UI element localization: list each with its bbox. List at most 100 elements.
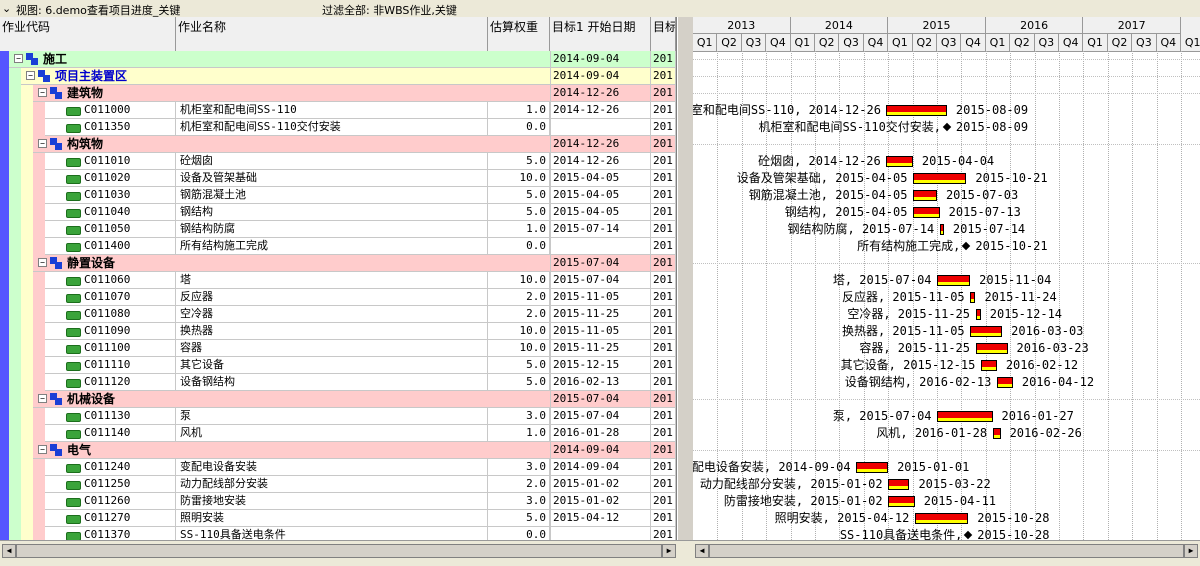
filter-label[interactable]: 过滤全部: 非WBS作业,关键 <box>322 4 457 17</box>
collapse-toggle-icon[interactable]: − <box>14 54 23 63</box>
gantt-scroll-left-button[interactable]: ◀ <box>695 544 709 558</box>
milestone-diamond-icon[interactable] <box>962 241 971 251</box>
quarter-header: Q4 <box>1059 34 1084 51</box>
activity-bar[interactable] <box>937 411 993 422</box>
activity-bar[interactable] <box>970 292 976 303</box>
table-row[interactable]: C011140 风机 1.0 2016-01-28 201 <box>0 425 676 442</box>
activity-bar[interactable] <box>970 326 1003 337</box>
table-row[interactable]: C011110 其它设备 5.0 2015-12-15 201 <box>0 357 676 374</box>
milestone-diamond-icon[interactable] <box>942 122 952 132</box>
table-horizontal-scrollbar[interactable] <box>16 544 662 558</box>
wbs-row[interactable]: − 项目主装置区 2014-09-04 201 <box>0 68 676 85</box>
table-row[interactable]: C011370 SS-110具备送电条件 0.0 201 <box>0 527 676 540</box>
wbs-row[interactable]: − 电气 2014-09-04 201 <box>0 442 676 459</box>
activity-icon <box>66 294 81 303</box>
table-row[interactable]: C011020 设备及管架基础 10.0 2015-04-05 201 <box>0 170 676 187</box>
table-row[interactable]: C011270 照明安装 5.0 2015-04-12 201 <box>0 510 676 527</box>
table-row[interactable]: C011350 机柜室和配电间SS-110交付安装 0.0 201 <box>0 119 676 136</box>
activity-bar[interactable] <box>975 343 1008 354</box>
table-row[interactable]: C011240 变配电设备安装 3.0 2014-09-04 201 <box>0 459 676 476</box>
activity-bar[interactable] <box>886 156 913 167</box>
wbs-row[interactable]: − 施工 2014-09-04 201 <box>0 51 676 68</box>
activity-code: C011010 <box>84 153 176 169</box>
column-header-target[interactable]: 目标 <box>651 17 676 51</box>
table-row[interactable]: C011130 泵 3.0 2015-07-04 201 <box>0 408 676 425</box>
activity-bar[interactable] <box>888 496 915 507</box>
collapse-toggle-icon[interactable]: − <box>38 394 47 403</box>
bar-start-label: 钢结构防腐, 2015-07-14 <box>787 222 935 236</box>
indent-band <box>33 289 45 306</box>
bar-critical-fill <box>887 157 912 163</box>
activity-bar[interactable] <box>915 513 969 524</box>
table-row[interactable]: C011050 钢结构防腐 1.0 2015-07-14 201 <box>0 221 676 238</box>
wbs-row[interactable]: − 建筑物 2014-12-26 201 <box>0 85 676 102</box>
wbs-separator <box>693 263 1200 264</box>
indent-band <box>33 493 45 510</box>
table-row[interactable]: C011040 钢结构 5.0 2015-04-05 201 <box>0 204 676 221</box>
activity-bar[interactable] <box>975 309 981 320</box>
indent-band <box>9 476 21 493</box>
scroll-right-button[interactable]: ▶ <box>662 544 676 558</box>
activity-icon <box>66 464 81 473</box>
table-row[interactable]: C011100 容器 10.0 2015-11-25 201 <box>0 340 676 357</box>
column-header-code[interactable]: 作业代码 <box>0 17 176 51</box>
table-row[interactable]: C011000 机柜室和配电间SS-110 1.0 2014-12-26 201 <box>0 102 676 119</box>
level-strip <box>0 51 9 68</box>
quarter-header: Q4 <box>766 34 791 51</box>
column-header-name[interactable]: 作业名称 <box>176 17 488 51</box>
activity-code: C011050 <box>84 221 176 237</box>
activity-bar[interactable] <box>937 275 971 286</box>
wbs-separator <box>693 144 1200 145</box>
activity-bar[interactable] <box>939 224 944 235</box>
bar-end-label: 2015-07-14 <box>952 222 1026 236</box>
table-row[interactable]: C011080 空冷器 2.0 2015-11-25 201 <box>0 306 676 323</box>
level-strip <box>0 136 9 153</box>
table-row[interactable]: C011060 塔 10.0 2015-07-04 201 <box>0 272 676 289</box>
table-row[interactable]: C011260 防雷接地安装 3.0 2015-01-02 201 <box>0 493 676 510</box>
table-row[interactable]: C011090 换热器 10.0 2015-11-05 201 <box>0 323 676 340</box>
bar-start-label: 配电设备安装, 2014-09-04 <box>693 460 851 474</box>
table-row[interactable]: C011010 砼烟囱 5.0 2014-12-26 201 <box>0 153 676 170</box>
indent-band <box>33 459 45 476</box>
wbs-row[interactable]: − 机械设备 2015-07-04 201 <box>0 391 676 408</box>
collapse-toggle-icon[interactable]: − <box>38 258 47 267</box>
collapse-toggle-icon[interactable]: − <box>38 139 47 148</box>
indent-band <box>33 510 45 527</box>
chevron-down-icon[interactable]: ⌄ <box>2 2 12 15</box>
activity-bar[interactable] <box>913 173 967 184</box>
gantt-scroll-right-button[interactable]: ▶ <box>1184 544 1198 558</box>
wbs-row[interactable]: − 构筑物 2014-12-26 201 <box>0 136 676 153</box>
level-strip <box>0 306 9 323</box>
activity-bar[interactable] <box>913 190 937 201</box>
collapse-toggle-icon[interactable]: − <box>26 71 35 80</box>
level-strip <box>0 255 9 272</box>
activity-code: C011040 <box>84 204 176 220</box>
activity-bar[interactable] <box>992 428 1001 439</box>
bar-critical-fill <box>889 497 914 503</box>
column-header-weight[interactable]: 估算权重 <box>488 17 550 51</box>
indent-band <box>21 272 33 289</box>
activity-weight: 10.0 <box>488 272 550 288</box>
gantt-horizontal-scrollbar[interactable] <box>709 544 1184 558</box>
target-date: 201 <box>651 510 676 526</box>
collapse-toggle-icon[interactable]: − <box>38 88 47 97</box>
activity-bar[interactable] <box>913 207 940 218</box>
pane-splitter[interactable] <box>677 17 694 540</box>
wbs-row[interactable]: − 静置设备 2015-07-04 201 <box>0 255 676 272</box>
activity-bar[interactable] <box>981 360 997 371</box>
table-row[interactable]: C011120 设备钢结构 5.0 2016-02-13 201 <box>0 374 676 391</box>
collapse-toggle-icon[interactable]: − <box>38 445 47 454</box>
table-row[interactable]: C011250 动力配线部分安装 2.0 2015-01-02 201 <box>0 476 676 493</box>
activity-bar[interactable] <box>886 105 947 116</box>
table-row[interactable]: C011070 反应器 2.0 2015-11-05 201 <box>0 289 676 306</box>
activity-bar[interactable] <box>997 377 1013 388</box>
column-header-start[interactable]: 目标1 开始日期 <box>550 17 651 51</box>
activity-bar[interactable] <box>856 462 889 473</box>
activity-bar[interactable] <box>888 479 910 490</box>
scroll-left-button[interactable]: ◀ <box>2 544 16 558</box>
table-row[interactable]: C011400 所有结构施工完成 0.0 201 <box>0 238 676 255</box>
milestone-diamond-icon[interactable] <box>963 530 973 540</box>
view-selector[interactable]: 视图: 6.demo查看项目进度_关键 <box>16 4 181 17</box>
activity-name: 空冷器 <box>180 306 488 322</box>
table-row[interactable]: C011030 钢筋混凝土池 5.0 2015-04-05 201 <box>0 187 676 204</box>
